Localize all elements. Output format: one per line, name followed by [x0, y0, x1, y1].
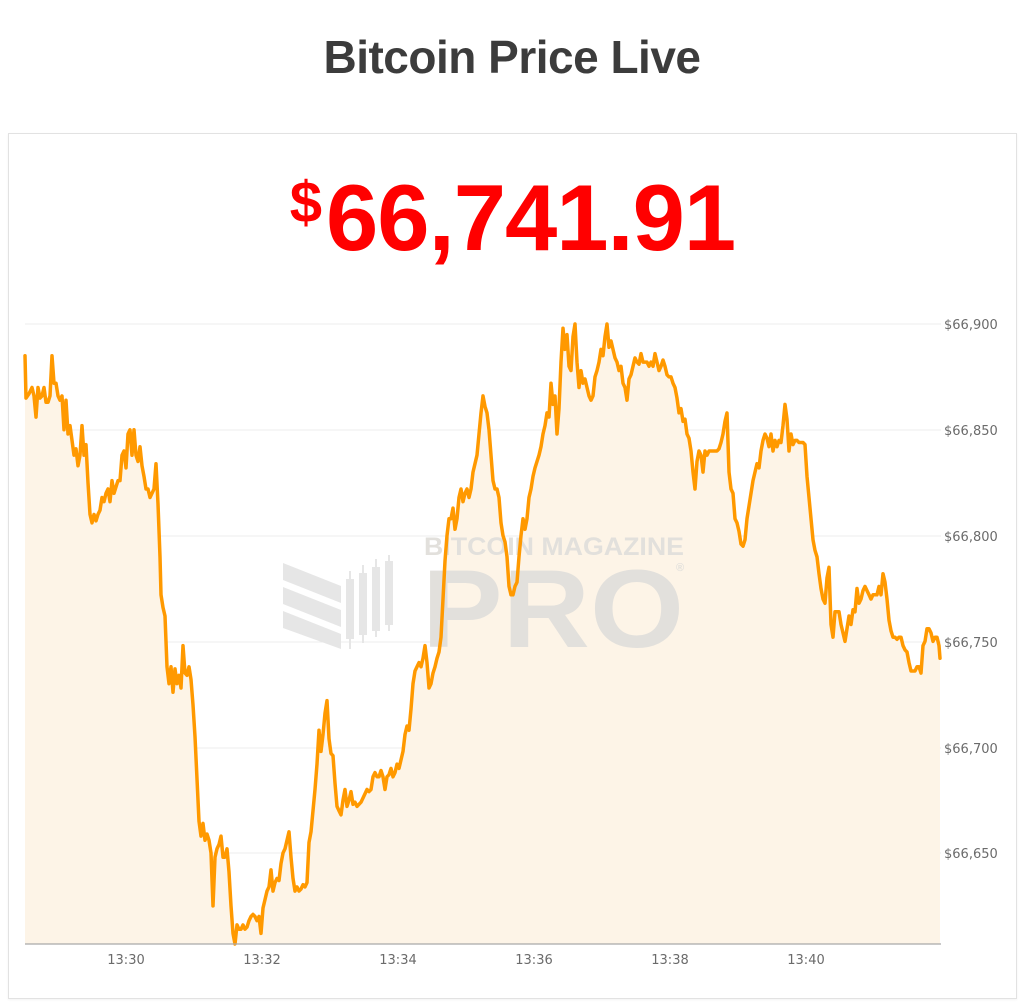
watermark-line1: BITCOIN MAGAZINE	[424, 533, 684, 561]
x-tick-label: 13:38	[651, 953, 688, 968]
x-tick-label: 13:34	[379, 953, 416, 968]
y-tick-label: $66,900	[944, 318, 998, 333]
x-axis-labels: 13:30 13:32 13:34 13:36 13:38 13:40	[107, 953, 824, 968]
current-price: $66,741.91	[9, 164, 1016, 272]
y-tick-label: $66,750	[944, 636, 998, 651]
y-tick-label: $66,800	[944, 530, 998, 545]
x-tick-label: 13:36	[515, 953, 552, 968]
x-tick-label: 13:40	[787, 953, 824, 968]
y-tick-label: $66,850	[944, 424, 998, 439]
watermark-registered-mark: ®	[676, 562, 684, 574]
x-tick-label: 13:32	[243, 953, 280, 968]
price-amount: 66,741.91	[326, 165, 736, 270]
price-chart-card: $66,741.91	[8, 133, 1017, 999]
watermark: BITCOIN MAGAZINE PRO ®	[283, 533, 684, 671]
price-area-fill	[25, 324, 940, 944]
y-tick-label: $66,650	[944, 847, 998, 862]
y-tick-label: $66,700	[944, 742, 998, 757]
y-axis-labels: $66,900 $66,850 $66,800 $66,750 $66,700 …	[944, 318, 998, 862]
x-tick-label: 13:30	[107, 953, 144, 968]
price-line	[23, 322, 942, 946]
page-title: Bitcoin Price Live	[323, 31, 701, 83]
watermark-line2: PRO	[422, 548, 684, 671]
price-chart[interactable]: BITCOIN MAGAZINE PRO ® $66,900 $66,850 $…	[9, 134, 1016, 998]
currency-symbol: $	[289, 170, 323, 235]
bitcoin-magazine-logo-icon	[283, 555, 393, 649]
